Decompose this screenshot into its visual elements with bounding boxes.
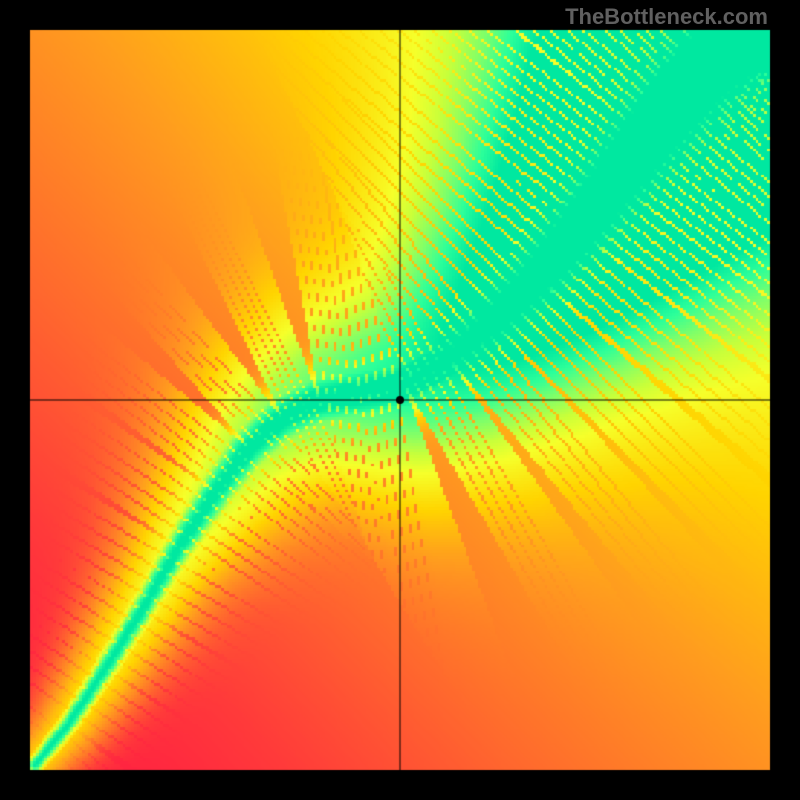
chart-stage: { "canvas": { "width": 800, "height": 80…	[0, 0, 800, 800]
watermark-text: TheBottleneck.com	[565, 4, 768, 30]
heatmap-canvas	[0, 0, 800, 800]
